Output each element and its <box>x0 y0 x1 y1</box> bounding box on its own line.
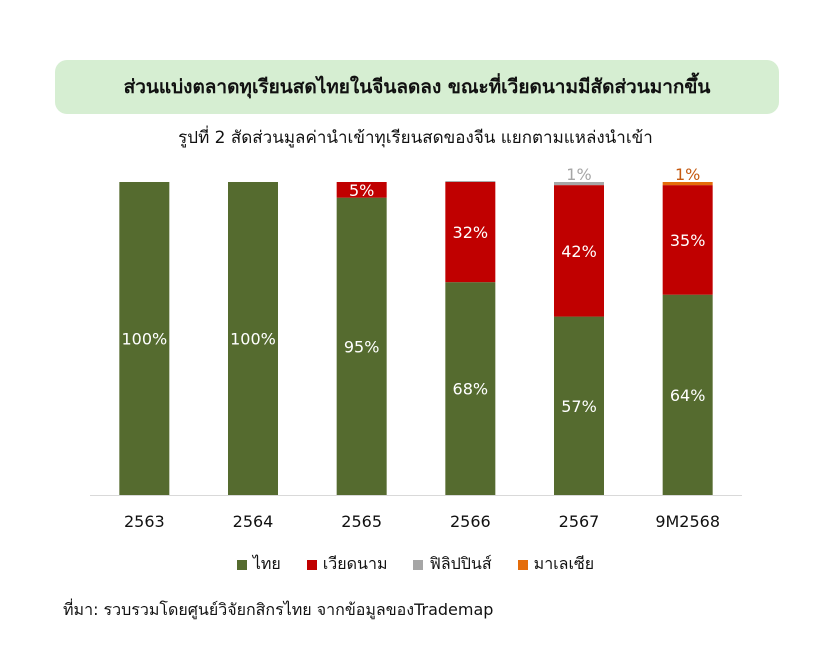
bar-segment <box>445 181 496 182</box>
bar-segment <box>119 182 170 495</box>
data-label: 95% <box>344 337 380 356</box>
data-label: 32% <box>453 223 489 242</box>
data-label: 1% <box>566 165 591 184</box>
x-tick-label: 2566 <box>450 512 491 531</box>
legend-item: เวียดนาม <box>306 552 388 577</box>
legend-swatch <box>306 559 317 570</box>
data-label: 64% <box>670 386 706 405</box>
legend-item: ไทย <box>236 552 281 577</box>
data-label: 57% <box>561 397 597 416</box>
legend-swatch <box>236 559 247 570</box>
x-tick-label: 2563 <box>124 512 165 531</box>
legend-label: ไทย <box>252 554 281 573</box>
legend-label: มาเลเซีย <box>533 554 595 573</box>
data-label: 100% <box>121 330 167 349</box>
data-label: 100% <box>230 330 276 349</box>
bar-segment <box>554 185 604 317</box>
data-label: 1% <box>675 165 700 184</box>
legend-item: มาเลเซีย <box>517 552 595 577</box>
bar-segment <box>554 182 604 186</box>
legend-label: เวียดนาม <box>322 554 388 573</box>
x-tick-label: 2564 <box>233 512 274 531</box>
data-label: 42% <box>561 242 597 261</box>
bar-segment <box>662 185 713 295</box>
chart-subtitle: รูปที่ 2 สัดส่วนมูลค่านำเข้าทุเรียนสดของ… <box>178 128 653 148</box>
x-tick-label: 2565 <box>341 512 382 531</box>
legend-swatch <box>413 559 424 570</box>
bar-segment <box>228 182 278 495</box>
x-tick-label: 2567 <box>559 512 600 531</box>
bar-segment <box>554 316 604 495</box>
bar-segment <box>445 182 496 283</box>
data-label: 35% <box>670 231 706 250</box>
legend-label: ฟิลิปปินส์ <box>429 554 492 573</box>
bar-segment <box>336 197 387 495</box>
chart-legend: ไทย เวียดนาม ฟิลิปปินส์ มาเลเซีย <box>0 552 831 577</box>
legend-swatch <box>517 559 528 570</box>
legend-item: ฟิลิปปินส์ <box>413 552 492 577</box>
bar-segment <box>662 182 713 186</box>
data-label: 5% <box>349 181 374 200</box>
headline-banner: ส่วนแบ่งตลาดทุเรียนสดไทยในจีนลดลง ขณะที่… <box>55 60 779 114</box>
bar-segment <box>336 182 387 198</box>
source-note: ที่มา: รวบรวมโดยศูนย์วิจัยกสิกรไทย จากข้… <box>63 600 494 619</box>
bar-segment <box>662 294 713 495</box>
data-label: 68% <box>453 380 489 399</box>
x-tick-label: 9M2568 <box>655 512 720 531</box>
bar-segment <box>445 282 496 495</box>
